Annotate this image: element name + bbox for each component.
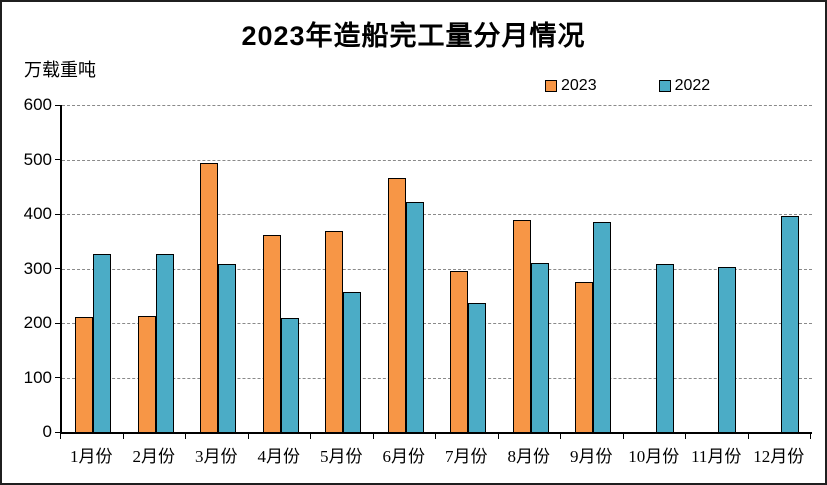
category-group-6月份 bbox=[375, 105, 438, 432]
bar-2023-4月份 bbox=[262, 234, 281, 432]
bar-2022-9月份 bbox=[593, 221, 612, 432]
bar-2022-2月份 bbox=[155, 253, 174, 432]
category-group-10月份 bbox=[625, 105, 688, 432]
x-axis-tick-mark-0 bbox=[60, 434, 61, 439]
category-group-2月份 bbox=[125, 105, 188, 432]
bar-2022-5月份 bbox=[343, 291, 362, 432]
bar-2022-12月份 bbox=[780, 216, 799, 432]
gridline-600 bbox=[62, 105, 812, 106]
x-axis-tick-mark-3 bbox=[247, 434, 249, 439]
y-axis-tick-mark-600 bbox=[55, 104, 60, 106]
x-axis-label-3月份: 3月份 bbox=[195, 447, 238, 466]
y-axis-tick-label-100: 100 bbox=[23, 367, 52, 387]
bar-2023-5月份 bbox=[325, 231, 344, 432]
category-group-1月份 bbox=[62, 105, 125, 432]
bar-2023-3月份 bbox=[200, 163, 219, 432]
gridline-500 bbox=[62, 159, 812, 161]
bar-2023-9月份 bbox=[575, 281, 594, 432]
bar-2023-1月份 bbox=[75, 317, 94, 432]
legend-label-2022: 2022 bbox=[674, 77, 711, 94]
x-axis-tick-mark-2 bbox=[185, 434, 186, 439]
bar-2022-11月份 bbox=[718, 266, 737, 432]
x-axis-label-10月份: 10月份 bbox=[628, 447, 680, 466]
gridline-400 bbox=[62, 214, 812, 215]
bar-2022-6月份 bbox=[405, 202, 424, 432]
gridline-200 bbox=[62, 323, 812, 324]
y-axis-tick-mark-200 bbox=[55, 322, 60, 324]
x-axis-tick-mark-9 bbox=[622, 434, 624, 439]
bar-2023-7月份 bbox=[450, 270, 469, 432]
category-group-8月份 bbox=[500, 105, 563, 432]
x-axis-tick-mark-1 bbox=[122, 434, 124, 439]
y-axis-tick-label-300: 300 bbox=[23, 258, 52, 278]
x-axis-tick-mark-6 bbox=[435, 434, 436, 439]
bar-2022-3月份 bbox=[218, 264, 237, 432]
chart-title: 2023年造船完工量分月情况 bbox=[241, 21, 586, 51]
legend-label-2023: 2023 bbox=[561, 77, 597, 94]
bar-2022-10月份 bbox=[655, 264, 674, 432]
legend-item-2022: 2022 bbox=[658, 77, 711, 95]
category-group-11月份 bbox=[687, 105, 750, 432]
y-axis-tick-mark-400 bbox=[55, 213, 60, 215]
x-axis-tick-mark-7 bbox=[497, 434, 499, 439]
y-axis-tick-mark-0 bbox=[55, 431, 60, 433]
bars-layer bbox=[62, 105, 812, 432]
y-axis-tick-mark-500 bbox=[55, 159, 60, 160]
gridline-300 bbox=[62, 268, 812, 270]
y-axis-tick-label-600: 600 bbox=[23, 95, 52, 114]
x-axis-label-4月份: 4月份 bbox=[257, 447, 301, 466]
bar-2023-8月份 bbox=[512, 220, 531, 432]
legend-swatch-2022-icon bbox=[658, 80, 671, 92]
category-group-5月份 bbox=[312, 105, 375, 432]
legend-swatch-2023-icon bbox=[545, 80, 557, 92]
y-axis-tick-label-200: 200 bbox=[23, 313, 52, 332]
legend-item-2023: 2023 bbox=[545, 77, 597, 95]
bar-2023-6月份 bbox=[387, 178, 406, 432]
x-axis-label-1月份: 1月份 bbox=[70, 447, 113, 466]
x-axis-label-9月份: 9月份 bbox=[570, 447, 613, 466]
bar-2022-4月份 bbox=[280, 317, 299, 432]
category-group-12月份 bbox=[750, 105, 813, 432]
x-axis-tick-mark-4 bbox=[310, 434, 311, 439]
x-axis-label-5月份: 5月份 bbox=[320, 447, 363, 466]
x-axis-label-7月份: 7月份 bbox=[445, 447, 488, 466]
bar-2023-2月份 bbox=[137, 316, 156, 432]
y-axis-tick-mark-100 bbox=[55, 377, 60, 378]
category-group-3月份 bbox=[187, 105, 250, 432]
x-axis-label-2月份: 2月份 bbox=[132, 447, 176, 466]
legend: 2023 2022 bbox=[545, 77, 710, 95]
y-axis-tick-mark-300 bbox=[55, 268, 60, 269]
plot-area bbox=[60, 105, 812, 434]
x-axis-tick-mark-10 bbox=[685, 434, 686, 439]
x-axis-label-11月份: 11月份 bbox=[691, 447, 742, 466]
y-axis-tick-label-400: 400 bbox=[23, 204, 52, 223]
x-axis-tick-mark-11 bbox=[747, 434, 749, 439]
category-group-7月份 bbox=[437, 105, 500, 432]
x-axis-label-12月份: 12月份 bbox=[753, 447, 805, 466]
x-axis-label-6月份: 6月份 bbox=[382, 447, 426, 466]
bar-2022-1月份 bbox=[93, 254, 112, 432]
category-group-9月份 bbox=[562, 105, 625, 432]
x-axis-label-8月份: 8月份 bbox=[507, 447, 551, 466]
x-axis-tick-mark-12 bbox=[810, 434, 811, 439]
y-axis-unit-label: 万载重吨 bbox=[24, 60, 96, 80]
bar-2022-8月份 bbox=[530, 263, 549, 432]
x-axis-tick-mark-5 bbox=[372, 434, 374, 439]
category-group-4月份 bbox=[250, 105, 313, 432]
bar-2022-7月份 bbox=[468, 303, 487, 432]
x-axis-tick-mark-8 bbox=[560, 434, 561, 439]
y-axis-tick-label-0: 0 bbox=[42, 422, 52, 441]
gridline-100 bbox=[62, 377, 812, 379]
y-axis-tick-label-500: 500 bbox=[23, 149, 52, 169]
